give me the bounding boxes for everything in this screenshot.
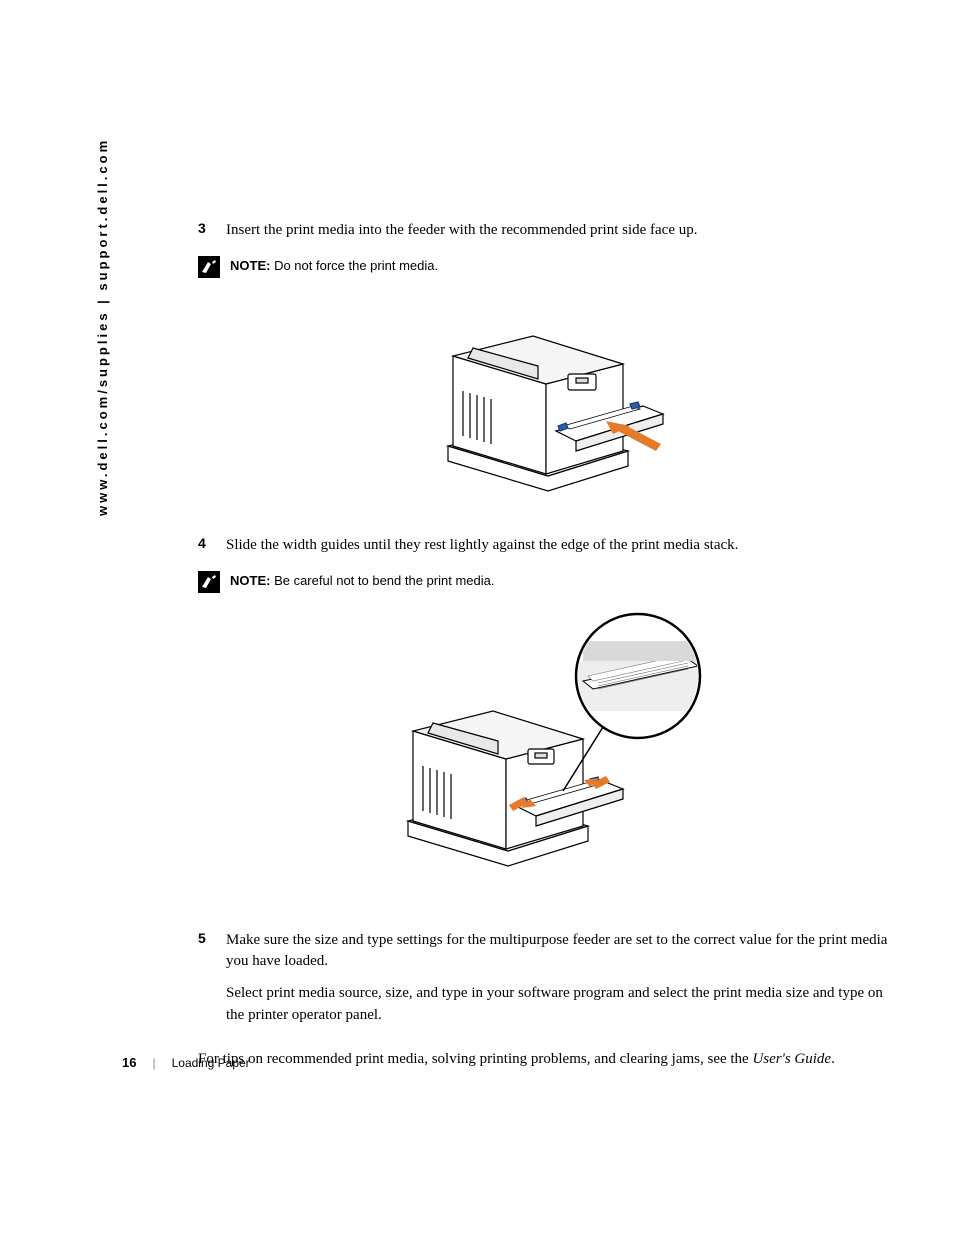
note-1-label: NOTE:	[230, 258, 270, 273]
note-1: NOTE: Do not force the print media.	[198, 256, 898, 278]
page-number: 16	[122, 1055, 136, 1070]
note-1-text: NOTE: Do not force the print media.	[230, 256, 438, 276]
note-icon	[198, 256, 220, 278]
step-4-number: 4	[198, 535, 226, 551]
footer-section: Loading Paper	[172, 1056, 250, 1070]
step-3: 3 Insert the print media into the feeder…	[198, 220, 898, 511]
figure-1	[198, 296, 898, 511]
note-2-label: NOTE:	[230, 573, 270, 588]
note-2-text: NOTE: Be careful not to bend the print m…	[230, 571, 494, 591]
step-3-number: 3	[198, 220, 226, 236]
step-4: 4 Slide the width guides until they rest…	[198, 535, 898, 906]
step-5-number: 5	[198, 930, 226, 946]
page-content: 3 Insert the print media into the feeder…	[198, 220, 898, 1070]
closing-post: .	[831, 1051, 835, 1067]
step-3-text: Insert the print media into the feeder w…	[226, 220, 898, 242]
sidebar-url: www.dell.com/supplies | support.dell.com	[95, 138, 110, 516]
step-5-text-2: Select print media source, size, and typ…	[226, 983, 898, 1027]
note-icon	[198, 571, 220, 593]
step-5-text-1: Make sure the size and type settings for…	[226, 930, 898, 974]
figure-2	[198, 611, 898, 906]
footer-divider: |	[152, 1056, 155, 1070]
closing-pre: For tips on recommended print media, sol…	[198, 1051, 752, 1067]
note-2: NOTE: Be careful not to bend the print m…	[198, 571, 898, 593]
page-footer: 16 | Loading Paper	[122, 1055, 250, 1070]
closing-italic: User's Guide	[752, 1051, 831, 1067]
step-5-text: Make sure the size and type settings for…	[226, 930, 898, 1037]
step-4-text: Slide the width guides until they rest l…	[226, 535, 898, 557]
step-5: 5 Make sure the size and type settings f…	[198, 930, 898, 1037]
closing-paragraph: For tips on recommended print media, sol…	[198, 1049, 898, 1071]
note-2-body: Be careful not to bend the print media.	[270, 573, 494, 588]
note-1-body: Do not force the print media.	[270, 258, 438, 273]
